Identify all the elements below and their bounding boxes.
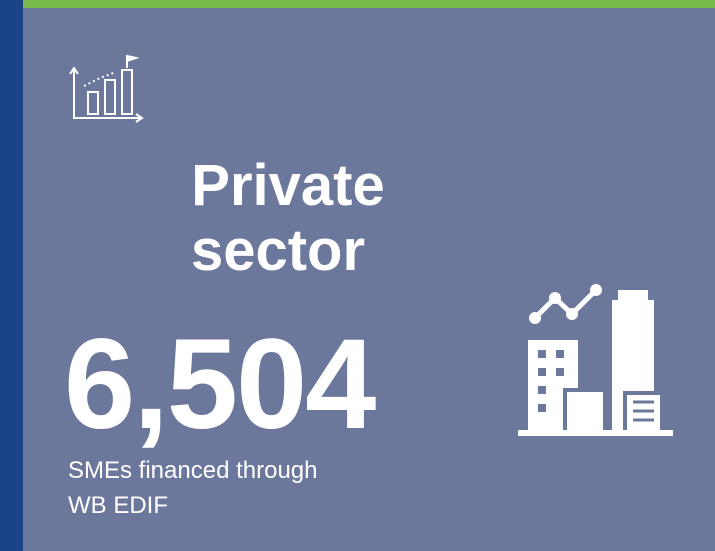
top-stripe [23, 0, 715, 8]
caption-line: SMEs financed through [68, 457, 317, 484]
chart-icon [69, 54, 144, 123]
title-line: sector [191, 218, 365, 283]
title-line: Private [191, 153, 384, 218]
building-icon [518, 284, 673, 436]
stat-number: 6,504 [64, 313, 376, 456]
side-stripe [0, 0, 23, 551]
caption-line: WB EDIF [68, 492, 168, 519]
